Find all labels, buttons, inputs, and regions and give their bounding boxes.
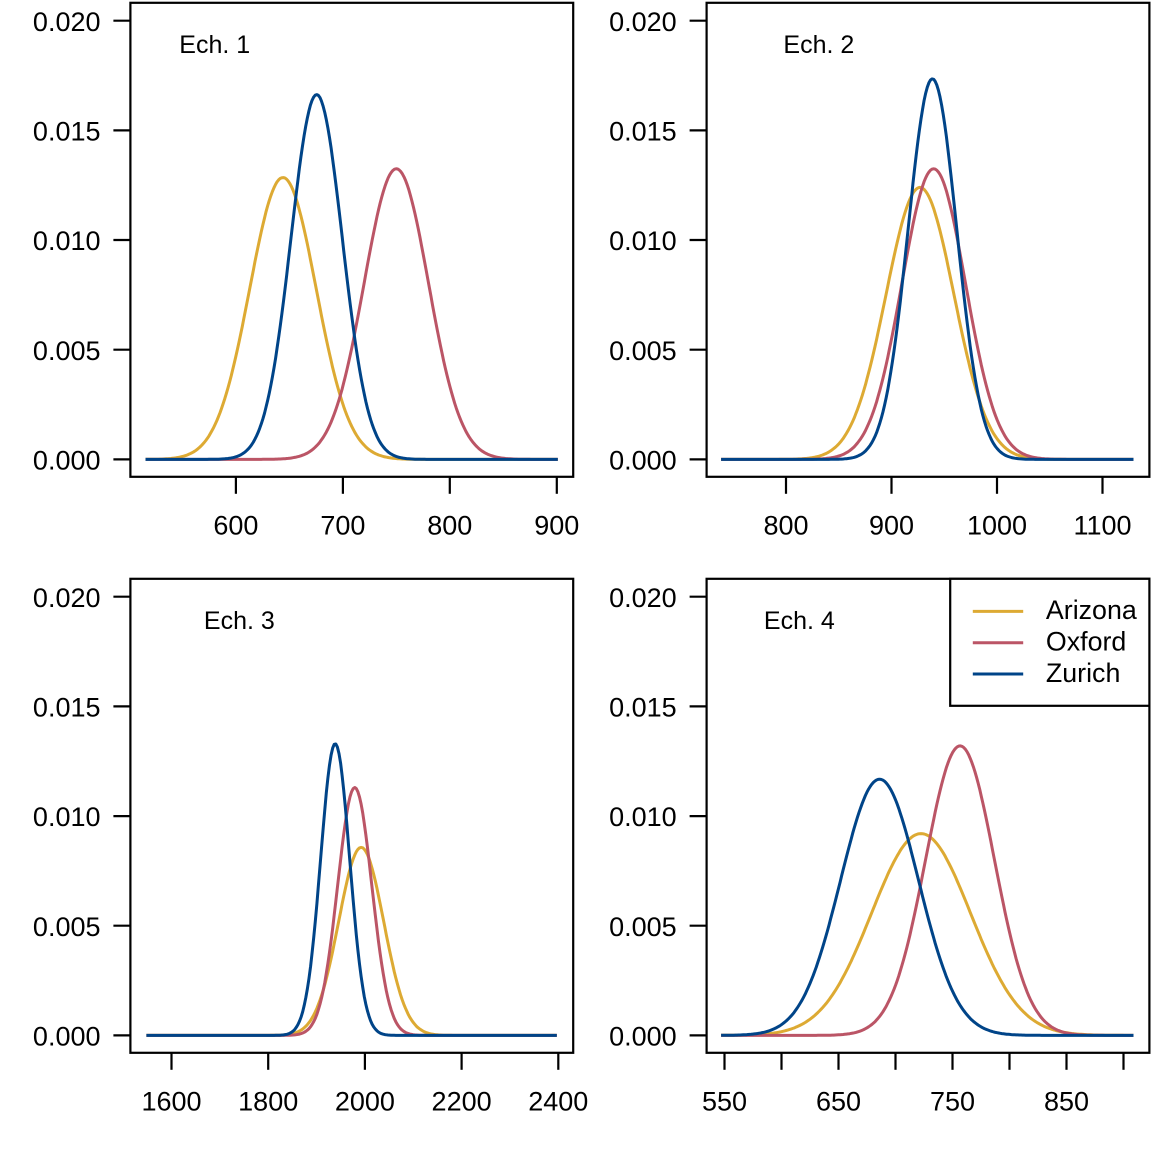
svg-text:0.015: 0.015 <box>33 693 101 723</box>
svg-text:0.020: 0.020 <box>609 583 677 613</box>
svg-text:0.020: 0.020 <box>33 7 101 37</box>
svg-text:0.015: 0.015 <box>33 117 101 147</box>
svg-text:0.010: 0.010 <box>33 226 101 256</box>
svg-text:0.005: 0.005 <box>33 912 101 942</box>
svg-text:0.000: 0.000 <box>33 1022 101 1052</box>
svg-text:0.020: 0.020 <box>33 583 101 613</box>
svg-text:0.010: 0.010 <box>609 802 677 832</box>
svg-text:600: 600 <box>213 510 258 540</box>
svg-text:Oxford: Oxford <box>1046 627 1126 657</box>
svg-text:2000: 2000 <box>335 1086 395 1116</box>
svg-text:1600: 1600 <box>141 1086 201 1116</box>
svg-text:0.010: 0.010 <box>33 802 101 832</box>
svg-text:0.005: 0.005 <box>609 912 677 942</box>
svg-text:Ech. 3: Ech. 3 <box>204 607 275 635</box>
svg-text:0.005: 0.005 <box>33 336 101 366</box>
svg-text:Ech. 1: Ech. 1 <box>179 31 250 59</box>
svg-text:2400: 2400 <box>528 1086 588 1116</box>
svg-text:0.000: 0.000 <box>609 446 677 476</box>
svg-text:800: 800 <box>427 510 472 540</box>
svg-text:0.015: 0.015 <box>609 117 677 147</box>
svg-text:0.000: 0.000 <box>33 446 101 476</box>
svg-text:0.005: 0.005 <box>609 336 677 366</box>
svg-text:0.010: 0.010 <box>609 226 677 256</box>
svg-text:0.000: 0.000 <box>609 1022 677 1052</box>
svg-text:0.020: 0.020 <box>609 7 677 37</box>
svg-text:2200: 2200 <box>432 1086 492 1116</box>
svg-text:Ech. 4: Ech. 4 <box>764 607 835 635</box>
svg-text:1100: 1100 <box>1073 510 1131 540</box>
svg-text:0.015: 0.015 <box>609 693 677 723</box>
svg-text:750: 750 <box>930 1086 975 1116</box>
svg-text:550: 550 <box>702 1086 747 1116</box>
svg-text:1800: 1800 <box>238 1086 298 1116</box>
svg-text:Zurich: Zurich <box>1046 658 1120 688</box>
svg-text:Ech. 2: Ech. 2 <box>783 31 854 59</box>
svg-text:900: 900 <box>534 510 579 540</box>
svg-text:1000: 1000 <box>967 510 1027 540</box>
svg-text:650: 650 <box>816 1086 861 1116</box>
svg-text:800: 800 <box>763 510 808 540</box>
svg-text:900: 900 <box>869 510 914 540</box>
svg-text:850: 850 <box>1044 1086 1089 1116</box>
svg-text:700: 700 <box>320 510 365 540</box>
svg-text:Arizona: Arizona <box>1046 595 1137 625</box>
